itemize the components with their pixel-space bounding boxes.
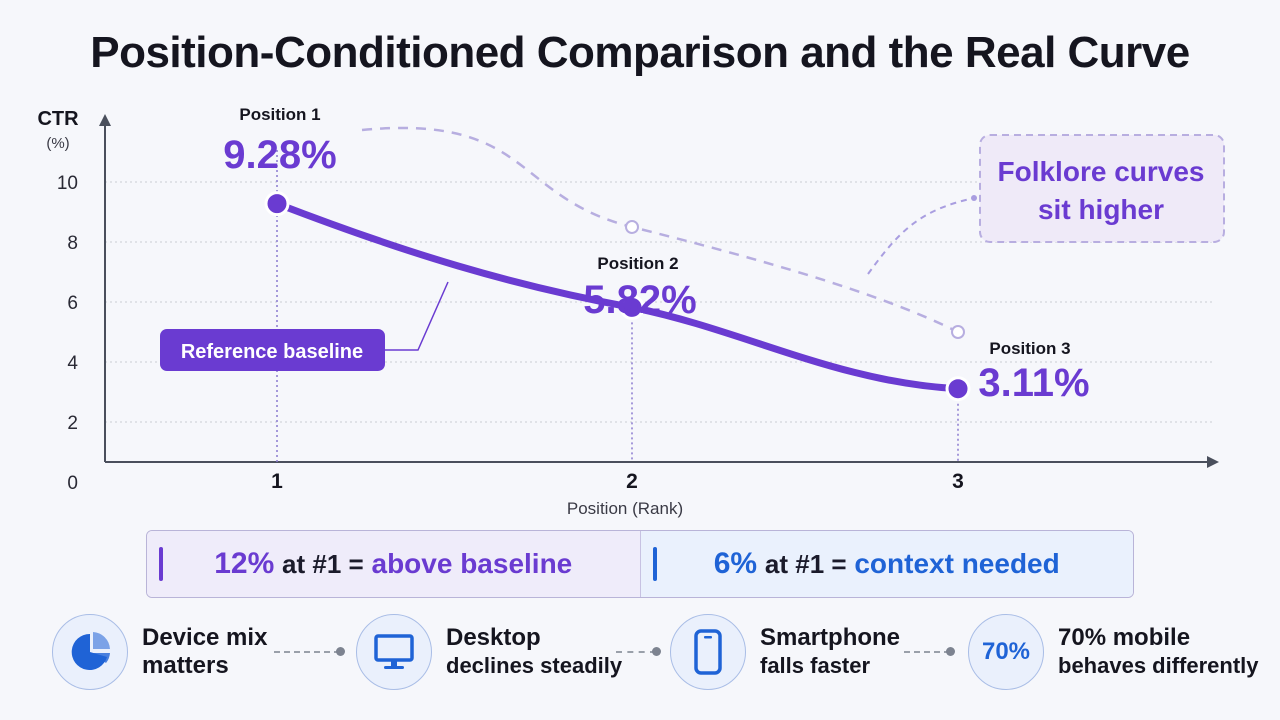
desktop-monitor-icon — [356, 614, 432, 690]
footer-device-mix: Device mix matters — [52, 612, 267, 692]
right-accent-bar — [652, 547, 657, 581]
footer-line2: declines steadily — [446, 653, 623, 678]
main-data-point — [264, 191, 290, 217]
y-tick-label: 6 — [67, 293, 78, 314]
baseline-badge-text: Reference baseline — [181, 341, 363, 363]
y-tick-label: 4 — [67, 353, 78, 374]
percent-badge-icon: 70% — [968, 614, 1044, 690]
comparison-context-needed: 6% at #1 = context needed — [640, 531, 1133, 597]
point-label: Position 1 — [239, 105, 320, 124]
footer-mobile-share: 70% 70% mobile behaves differently — [968, 612, 1259, 692]
footer-line2: matters — [142, 652, 229, 679]
right-big-value: 6% — [713, 547, 758, 580]
x-axis-arrow — [1207, 456, 1219, 468]
x-tick-label: 1 — [271, 470, 283, 493]
pie-chart-icon — [52, 614, 128, 690]
x-axis-label: Position (Rank) — [567, 499, 683, 518]
connector — [616, 647, 661, 656]
y-tick-label: 0 — [67, 473, 78, 494]
footer-desktop: Desktop declines steadily — [356, 612, 622, 692]
left-big-value: 12% — [214, 547, 275, 580]
connector — [904, 647, 955, 656]
folklore-point — [951, 325, 965, 339]
point-label: Position 2 — [597, 254, 678, 273]
main-data-point — [619, 294, 645, 320]
y-tick-label: 8 — [67, 233, 78, 254]
left-accent-bar — [159, 547, 163, 581]
right-tail-text: context needed — [854, 548, 1060, 579]
folklore-leader-line — [867, 197, 975, 275]
point-label: Position 3 — [989, 339, 1070, 358]
comparison-bar: 12% at #1 = above baseline 6% at #1 = co… — [146, 530, 1134, 598]
smartphone-icon — [670, 614, 746, 690]
folklore-callout-line1: Folklore curves — [998, 156, 1205, 187]
x-tick-label: 2 — [626, 470, 638, 493]
footer-line1: 70% mobile — [1058, 624, 1191, 651]
left-mid-text: at #1 = — [282, 549, 364, 579]
right-mid-text: at #1 = — [764, 549, 847, 579]
comparison-above-baseline: 12% at #1 = above baseline — [147, 531, 641, 597]
point-value-label: 5.82% — [583, 278, 696, 322]
y-tick-label: 10 — [57, 173, 78, 194]
line-chart: 0 2 4 6 8 10 CTR (%) Position (Rank) 1 2 3 Position … — [37, 105, 1225, 518]
folklore-callout-line2: sit higher — [1038, 194, 1164, 225]
percent-badge-text: 70% — [981, 638, 1031, 665]
y-axis-unit: (%) — [46, 135, 69, 152]
point-value-label: 3.11% — [978, 361, 1089, 405]
y-tick-label: 2 — [67, 413, 78, 434]
x-tick-label: 3 — [952, 470, 964, 493]
baseline-leader-line — [385, 281, 449, 351]
baseline-badge — [160, 329, 385, 371]
folklore-leader-dot — [971, 195, 977, 201]
main-data-point — [945, 376, 971, 402]
folklore-callout-box — [979, 134, 1225, 243]
footer-line1: Desktop — [446, 624, 541, 651]
footer-line1: Device mix — [142, 624, 268, 651]
chart-title: Position-Conditioned Comparison and the … — [90, 28, 1190, 77]
folklore-point — [625, 220, 639, 234]
y-axis-label: CTR — [37, 108, 79, 130]
footer-line2: falls faster — [760, 653, 871, 678]
footer-line2: behaves differently — [1058, 653, 1259, 678]
left-tail-text: above baseline — [371, 548, 573, 579]
footer-smartphone: Smartphone falls faster — [670, 612, 900, 692]
connector — [274, 647, 345, 656]
y-axis-arrow — [99, 114, 111, 126]
footer-line1: Smartphone — [760, 624, 901, 651]
point-value-label: 9.28% — [223, 133, 336, 177]
